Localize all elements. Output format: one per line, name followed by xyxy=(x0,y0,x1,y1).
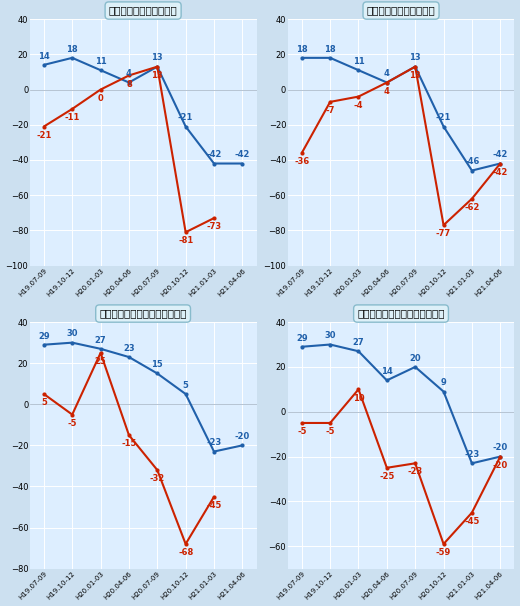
Text: -23: -23 xyxy=(206,438,222,447)
Text: -23: -23 xyxy=(464,450,479,459)
Text: 13: 13 xyxy=(409,53,421,62)
Text: 18: 18 xyxy=(296,45,308,54)
Text: -4: -4 xyxy=(354,101,363,110)
Text: 14: 14 xyxy=(38,52,50,61)
Text: -42: -42 xyxy=(492,168,508,177)
Text: 10: 10 xyxy=(353,393,365,402)
Text: -25: -25 xyxy=(379,472,395,481)
Text: -46: -46 xyxy=(464,158,479,167)
Title: ２－３階建て賃貸住宅受注金額: ２－３階建て賃貸住宅受注金額 xyxy=(357,308,445,319)
Text: -7: -7 xyxy=(326,106,335,115)
Text: 18: 18 xyxy=(324,45,336,54)
Text: -21: -21 xyxy=(178,113,193,122)
Text: -5: -5 xyxy=(68,419,77,428)
Text: 20: 20 xyxy=(409,354,421,363)
Text: 18: 18 xyxy=(67,45,78,54)
Text: -42: -42 xyxy=(235,150,250,159)
Text: 27: 27 xyxy=(353,338,365,347)
Text: -5: -5 xyxy=(297,427,306,436)
Text: -20: -20 xyxy=(235,432,250,441)
Text: -11: -11 xyxy=(64,113,80,122)
Text: 27: 27 xyxy=(95,336,107,345)
Title: 戸建て分譲住宅受注金額: 戸建て分譲住宅受注金額 xyxy=(367,5,435,16)
Text: -62: -62 xyxy=(464,203,479,212)
Text: 11: 11 xyxy=(353,57,365,66)
Text: -73: -73 xyxy=(206,222,222,231)
Text: 13: 13 xyxy=(409,71,421,80)
Text: -68: -68 xyxy=(178,548,193,557)
Text: -59: -59 xyxy=(436,548,451,557)
Text: -20: -20 xyxy=(492,461,508,470)
Text: -5: -5 xyxy=(326,427,335,436)
Text: 4: 4 xyxy=(126,69,132,78)
Text: 9: 9 xyxy=(440,378,447,387)
Text: 15: 15 xyxy=(151,361,163,369)
Text: 0: 0 xyxy=(98,94,103,103)
Text: 14: 14 xyxy=(381,367,393,376)
Text: -20: -20 xyxy=(492,444,508,453)
Text: 4: 4 xyxy=(384,69,390,78)
Text: 5: 5 xyxy=(183,381,189,390)
Text: 23: 23 xyxy=(123,344,135,353)
Text: -15: -15 xyxy=(121,439,137,448)
Text: 8: 8 xyxy=(126,79,132,88)
Text: 25: 25 xyxy=(95,357,107,366)
Text: -81: -81 xyxy=(178,236,193,245)
Text: -21: -21 xyxy=(36,131,51,140)
Text: -42: -42 xyxy=(492,150,508,159)
Text: -45: -45 xyxy=(464,517,479,526)
Title: ２－３階建て賃貸住宅受注戸数: ２－３階建て賃貸住宅受注戸数 xyxy=(99,308,187,319)
Text: 13: 13 xyxy=(151,71,163,80)
Text: 29: 29 xyxy=(38,331,50,341)
Text: 5: 5 xyxy=(41,398,47,407)
Text: 11: 11 xyxy=(95,57,107,66)
Text: 13: 13 xyxy=(151,53,163,62)
Text: -45: -45 xyxy=(206,501,222,510)
Text: 30: 30 xyxy=(67,330,78,339)
Text: 29: 29 xyxy=(296,333,308,342)
Text: -42: -42 xyxy=(206,150,222,159)
Text: -36: -36 xyxy=(294,157,309,166)
Text: -21: -21 xyxy=(436,113,451,122)
Text: -23: -23 xyxy=(408,467,423,476)
Text: 4: 4 xyxy=(384,87,390,96)
Title: 戸建て分譲住宅受注戸数: 戸建て分譲住宅受注戸数 xyxy=(109,5,177,16)
Text: -77: -77 xyxy=(436,229,451,238)
Text: 30: 30 xyxy=(324,331,336,341)
Text: -32: -32 xyxy=(150,474,165,483)
